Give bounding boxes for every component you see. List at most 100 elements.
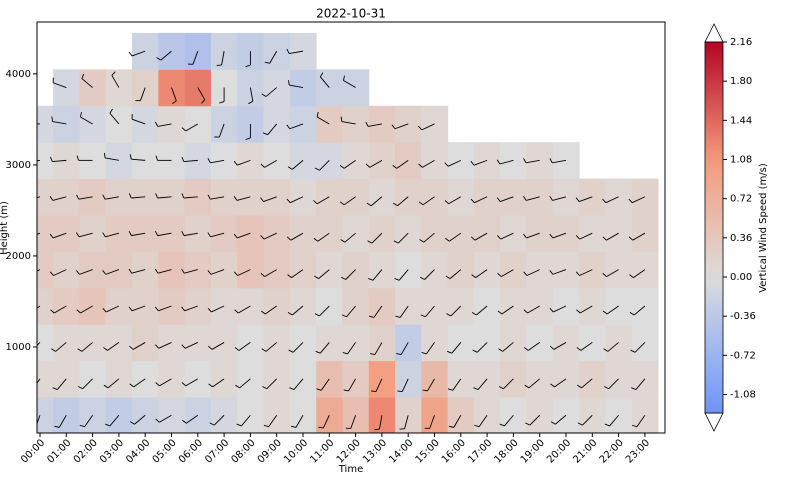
barb-flag [233,271,239,276]
barb-staff [319,342,330,354]
wind-barb [80,111,93,125]
barb-staff [131,50,146,57]
barb-staff [502,342,514,352]
barb-staff [158,342,172,349]
heatmap-cell [289,324,317,362]
wind-barb [550,378,567,388]
barb-staff [399,305,409,318]
wind-barb [37,305,41,309]
wind-barb [628,196,646,204]
heatmap-cell [263,69,291,107]
wind-barb [135,87,146,102]
wind-barb [395,305,409,318]
heatmap-cell [132,214,159,252]
heatmap-cell [421,397,449,433]
barb-flag [219,101,225,104]
wind-barb [54,415,67,428]
heatmap-cell [79,105,107,143]
barb-staff [221,51,225,65]
wind-barb [51,116,67,125]
barb-staff [552,269,567,275]
barb-staff [186,414,199,424]
barb-staff [450,305,462,317]
heatmap-cell [421,178,449,216]
barb-staff [501,305,514,315]
barb-staff [426,342,435,355]
wind-barb [260,196,277,202]
heatmap-cell [210,178,238,216]
barb-flag [154,268,159,274]
barb-flag [339,201,345,206]
barb-flag [628,236,634,241]
barb-flag [207,232,211,238]
heatmap-cell [605,360,633,398]
barb-staff [134,414,146,425]
barb-flag [286,48,290,54]
barb-flag [394,278,400,281]
wind-barb [524,378,540,389]
x-tick-label: 18:00 [492,437,520,465]
wind-barb [602,232,619,241]
x-tick-label: 07:00 [203,437,231,465]
wind-barb [369,342,383,355]
wind-barb [214,123,225,138]
wind-barb [156,50,172,61]
barb-flag [549,307,554,313]
barb-flag [577,422,583,426]
wind-barb [181,305,198,312]
heatmap-cell [79,324,107,362]
barb-flag [549,158,553,164]
barb-staff [343,159,356,169]
heatmap-cell [184,324,212,362]
wind-barb [154,305,172,312]
barb-flag [319,72,324,78]
heatmap-cell [158,105,186,143]
barb-staff [239,378,251,389]
barb-staff [348,378,356,392]
barb-flag [288,349,294,353]
wind-barb [129,414,146,425]
heatmap-cell [552,360,580,398]
barb-flag [103,384,109,389]
wind-barb [50,305,67,314]
wind-barb [496,196,514,202]
barb-flag [602,272,607,277]
wind-barb [523,232,540,239]
heatmap-cell [500,142,528,180]
heatmap-cell [79,397,107,433]
barb-staff [580,342,593,351]
wind-barb [235,378,251,389]
wind-barb [76,305,93,314]
wind-barb [37,123,40,125]
x-tick-label: 00:00 [19,437,47,465]
heatmap-cell [421,142,449,180]
heatmap-cell [342,397,370,433]
barb-flag [576,309,581,314]
wind-barb [52,378,67,390]
barb-staff [139,87,146,101]
barb-staff [78,196,93,200]
wind-barb [102,269,120,275]
barb-flag [422,389,428,392]
barb-staff [238,305,251,314]
barb-staff [56,378,67,390]
barb-flag [51,116,53,122]
barb-staff [37,305,41,309]
barb-staff [606,232,619,241]
barb-flag [260,310,266,315]
heatmap-cell [631,397,659,433]
heatmap-cell [263,178,291,216]
heatmap-cell [552,287,580,325]
wind-barb [313,196,330,205]
barb-flag [51,348,56,352]
wind-barb [248,87,254,105]
wind-barb [576,305,593,314]
barb-staff [373,305,383,318]
wind-barb [549,305,567,313]
heatmap-cell [526,142,554,180]
barb-staff [449,269,462,279]
barb-staff [37,269,41,272]
barb-flag [81,73,85,79]
barb-staff [475,269,488,279]
wind-barb [219,87,225,104]
